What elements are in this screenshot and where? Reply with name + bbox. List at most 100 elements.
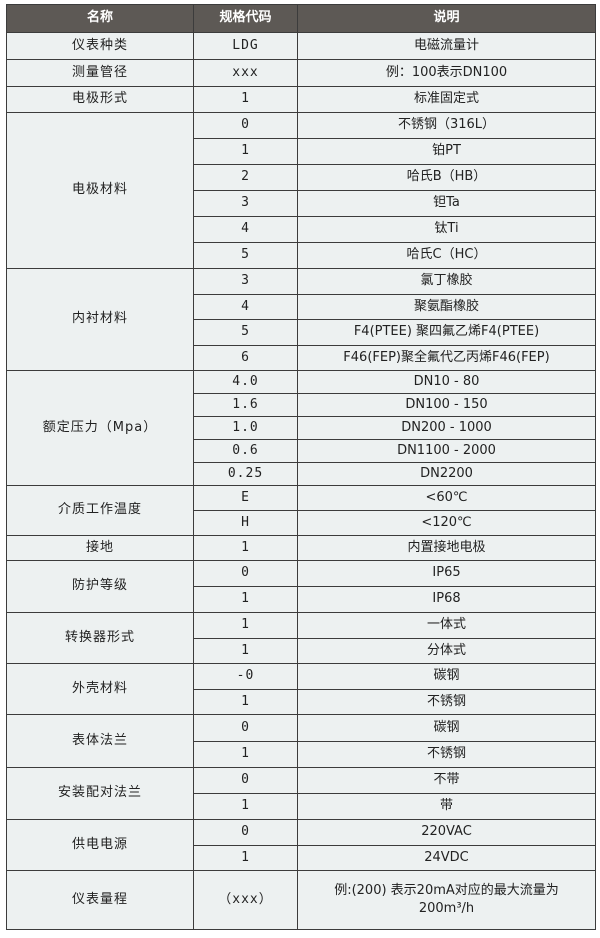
spec-desc: 铂PT xyxy=(297,138,596,165)
table-row: 5 哈氏C（HC） xyxy=(7,242,596,269)
table-row: 5 F4(PTEE) 聚四氟乙烯F4(PTEE) xyxy=(7,319,596,346)
spec-desc: DN100 - 150 xyxy=(297,393,596,417)
spec-code: 4 xyxy=(193,216,298,243)
table-row: 供电电源 0 220VAC xyxy=(6,819,596,871)
table-row: 1 24VDC xyxy=(7,844,596,871)
table-row: 电极材料 0 不锈钢（316L） xyxy=(6,112,596,269)
spec-code: 2 xyxy=(193,164,298,191)
spec-desc: 不锈钢 xyxy=(297,688,596,715)
spec-desc: 例:(200) 表示20mA对应的最大流量为200m³/h xyxy=(297,870,596,930)
spec-code: 1 xyxy=(193,688,298,715)
table-row: 0.6 DN1100 - 2000 xyxy=(7,439,596,463)
header-name: 名称 xyxy=(6,4,194,33)
spec-code: 4.0 xyxy=(193,370,298,394)
table-row: 防护等级 0 IP65 xyxy=(6,560,596,613)
table-row: 仪表种类 LDG 电磁流量计 xyxy=(6,32,596,60)
param-name: 额定压力（Mpa） xyxy=(6,370,194,486)
spec-code: 1 xyxy=(193,86,298,113)
spec-code: xxx xyxy=(193,59,298,87)
table-row: 1 分体式 xyxy=(7,637,596,664)
spec-code: 1 xyxy=(193,535,298,561)
spec-desc: 碳钢 xyxy=(297,714,596,742)
spec-code: 4 xyxy=(193,293,298,320)
param-name: 接地 xyxy=(6,535,194,561)
spec-desc: DN2200 xyxy=(297,462,596,486)
spec-desc: 分体式 xyxy=(297,637,596,664)
spec-code: 0 xyxy=(193,714,298,742)
spec-code: 1.6 xyxy=(193,393,298,417)
spec-desc: 不锈钢 xyxy=(297,740,596,768)
spec-code: 0.6 xyxy=(193,439,298,463)
param-name: 防护等级 xyxy=(6,560,194,613)
spec-code: 1 xyxy=(193,138,298,165)
spec-code: 6 xyxy=(193,344,298,371)
spec-desc: 碳钢 xyxy=(297,663,596,690)
spec-desc: IP65 xyxy=(297,560,596,587)
spec-desc: 例：100表示DN100 xyxy=(297,59,596,87)
table-row: 仪表量程 （xxx） 例:(200) 表示20mA对应的最大流量为200m³/h xyxy=(6,870,596,930)
param-name: 供电电源 xyxy=(6,819,194,871)
spec-desc: DN1100 - 2000 xyxy=(297,439,596,463)
spec-desc: F4(PTEE) 聚四氟乙烯F4(PTEE) xyxy=(297,319,596,346)
spec-code: 0 xyxy=(193,819,298,846)
table-row: 转换器形式 1 一体式 xyxy=(6,612,596,664)
spec-desc: 聚氨酯橡胶 xyxy=(297,293,596,320)
spec-desc: 不锈钢（316L） xyxy=(297,112,596,139)
param-name: 介质工作温度 xyxy=(6,485,194,536)
spec-code: 5 xyxy=(193,242,298,269)
table-row: 额定压力（Mpa） 4.0 DN10 - 80 xyxy=(6,370,596,486)
param-name: 测量管径 xyxy=(6,59,194,87)
spec-code: 1 xyxy=(193,740,298,768)
table-row: 4 钛Ti xyxy=(7,216,596,243)
spec-desc: 一体式 xyxy=(297,612,596,639)
spec-desc: F46(FEP)聚全氟代乙丙烯F46(FEP) xyxy=(297,344,596,371)
table-row: 外壳材料 -0 碳钢 xyxy=(6,663,596,715)
table-row: 接地 1 内置接地电极 xyxy=(6,535,596,561)
spec-desc: DN10 - 80 xyxy=(297,370,596,394)
spec-code: 3 xyxy=(193,268,298,295)
spec-desc: 标准固定式 xyxy=(297,86,596,113)
spec-code: 1 xyxy=(193,637,298,664)
header-row: 名称 规格代码 说明 xyxy=(6,4,596,33)
spec-code: 3 xyxy=(193,190,298,217)
spec-code: 0 xyxy=(193,767,298,794)
param-name: 外壳材料 xyxy=(6,663,194,715)
spec-code: H xyxy=(193,510,298,536)
param-name: 内衬材料 xyxy=(6,268,194,371)
spec-desc: 内置接地电极 xyxy=(297,535,596,561)
spec-code: -0 xyxy=(193,663,298,690)
table-row: 1 IP68 xyxy=(7,586,596,613)
table-row: 2 哈氏B（HB） xyxy=(7,164,596,191)
table-row: 表体法兰 0 碳钢 xyxy=(6,714,596,768)
spec-desc: 不带 xyxy=(297,767,596,794)
header-code: 规格代码 xyxy=(193,4,298,33)
spec-code: LDG xyxy=(193,32,298,60)
table-row: 内衬材料 3 氯丁橡胶 xyxy=(6,268,596,371)
table-row: 电极形式 1 标准固定式 xyxy=(6,86,596,113)
header-desc: 说明 xyxy=(297,4,596,33)
table-row: 6 F46(FEP)聚全氟代乙丙烯F46(FEP) xyxy=(7,344,596,371)
spec-desc: 钽Ta xyxy=(297,190,596,217)
table-row: 测量管径 xxx 例：100表示DN100 xyxy=(6,59,596,87)
table-row: 1 不锈钢 xyxy=(7,740,596,768)
spec-desc: 220VAC xyxy=(297,819,596,846)
spec-table: 名称 规格代码 说明 仪表种类 LDG 电磁流量计 测量管径 xxx 例：100表示DN1… xyxy=(6,4,596,930)
spec-desc: 钛Ti xyxy=(297,216,596,243)
spec-desc: 电磁流量计 xyxy=(297,32,596,60)
table-row: 安装配对法兰 0 不带 xyxy=(6,767,596,820)
spec-code: 5 xyxy=(193,319,298,346)
param-name: 电极形式 xyxy=(6,86,194,113)
spec-code: E xyxy=(193,485,298,511)
table-row: 介质工作温度 E <60℃ xyxy=(6,485,596,536)
spec-code: （xxx） xyxy=(193,870,298,930)
spec-desc: 带 xyxy=(297,793,596,820)
param-name: 转换器形式 xyxy=(6,612,194,664)
spec-code: 0 xyxy=(193,560,298,587)
table-row: H <120℃ xyxy=(7,510,596,536)
spec-desc: 哈氏B（HB） xyxy=(297,164,596,191)
param-name: 仪表量程 xyxy=(6,870,194,930)
table-row: 1.0 DN200 - 1000 xyxy=(7,416,596,440)
spec-desc: DN200 - 1000 xyxy=(297,416,596,440)
spec-code: 1 xyxy=(193,793,298,820)
